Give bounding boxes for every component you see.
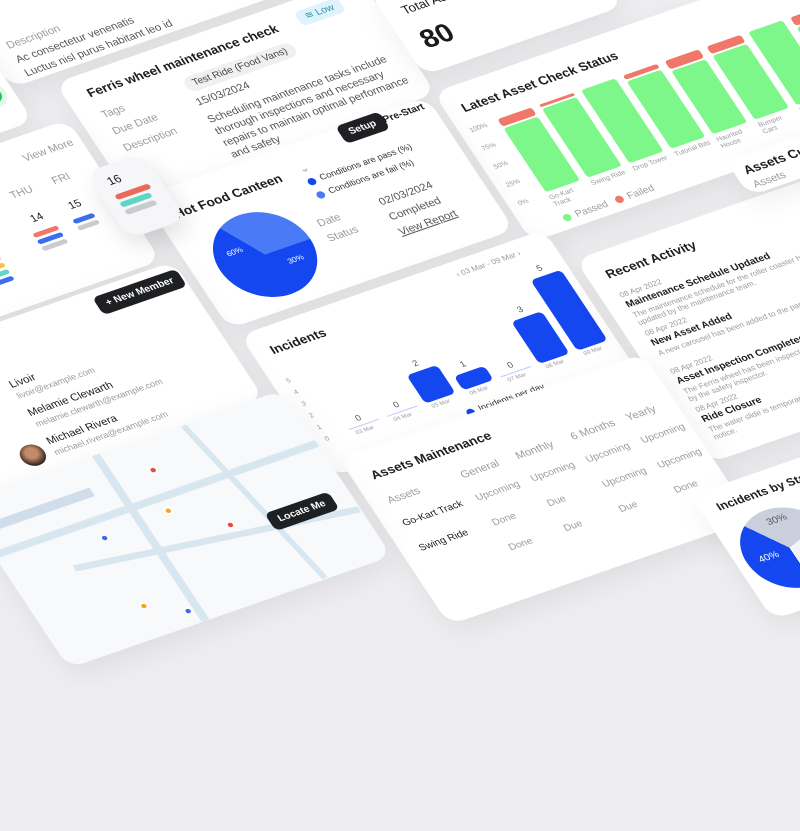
y-tick: 0 <box>323 436 331 443</box>
table-header: Assets <box>385 485 423 506</box>
total-assets-value: 80 <box>414 18 461 55</box>
date-14[interactable]: 14 <box>28 211 46 225</box>
bar-value: 0 <box>353 413 363 423</box>
bar-value: 1 <box>458 359 468 369</box>
day-thu: THU <box>8 184 36 201</box>
bar-value: 0 <box>505 360 515 370</box>
date-range-nav[interactable]: ‹ 03 Mar - 09 Mar › <box>454 249 522 278</box>
y-tick: 25% <box>505 178 522 188</box>
failed-bar <box>790 6 800 26</box>
y-tick: 100% <box>468 122 489 134</box>
row-name: Go-Kart Track <box>400 499 465 529</box>
day-fri: FRI <box>49 171 72 187</box>
map-pin-icon[interactable] <box>162 506 176 516</box>
y-tick: 50% <box>493 160 510 170</box>
status-cell: Upcoming <box>529 460 578 484</box>
status-cell: Done <box>672 479 701 496</box>
status-pie <box>722 496 800 600</box>
status-cell: Done <box>490 511 519 528</box>
status-cell: Due <box>545 494 568 509</box>
canteen-pie <box>194 199 337 309</box>
chevron-down-icon[interactable]: ⌄ <box>296 162 312 176</box>
priority-badge: ≋ Low <box>293 0 346 27</box>
y-tick: 75% <box>480 142 497 152</box>
table-header[interactable]: 6 Months <box>568 418 618 443</box>
y-tick: 1 <box>316 424 324 431</box>
status-cell: Upcoming <box>474 479 523 503</box>
passed-dot <box>561 213 573 222</box>
status-label: Status <box>325 224 361 244</box>
y-tick: 5 <box>285 378 293 385</box>
tags-label: Tags <box>99 103 128 121</box>
bar-value: 5 <box>534 263 544 273</box>
y-tick: 2 <box>308 412 316 419</box>
legend-failed: Failed <box>625 183 657 201</box>
map-pin-icon[interactable] <box>98 533 112 543</box>
date-label: Date <box>315 212 344 230</box>
bar-value: 2 <box>410 358 420 368</box>
map-pin-icon[interactable] <box>137 601 151 611</box>
date-range: 03 Mar - 09 Mar <box>459 251 518 277</box>
status-title: Incidents by Status <box>713 465 800 513</box>
status-cell: Due <box>617 500 640 515</box>
legend-passed: Passed <box>573 199 611 219</box>
dashboard-plane: Description Ac consectetur venenatis Luc… <box>0 0 15 8</box>
priority-text: Low <box>313 3 336 18</box>
map-pin-icon[interactable] <box>146 465 160 475</box>
total-assets-label: Total Assets <box>398 0 472 17</box>
date-15[interactable]: 15 <box>66 198 84 212</box>
table-header[interactable]: General <box>458 458 502 481</box>
row-name: Swing Ride <box>417 528 471 554</box>
y-tick: 4 <box>293 389 301 396</box>
table-header[interactable]: Yearly <box>623 403 658 423</box>
status-cell: Upcoming <box>600 466 649 490</box>
status-cell: Upcoming <box>655 447 704 471</box>
date-16: 16 <box>104 172 124 188</box>
status-cell: Upcoming <box>584 441 633 465</box>
status-cell: Done <box>507 536 536 553</box>
y-tick: 3 <box>300 401 308 408</box>
avatar <box>15 441 51 469</box>
bar-value: 3 <box>515 304 525 314</box>
bar-value: 0 <box>391 400 401 410</box>
y-tick: 0% <box>517 198 530 207</box>
table-header[interactable]: Monthly <box>513 439 556 462</box>
incidents-title: Incidents <box>267 326 329 357</box>
failed-dot <box>613 195 625 204</box>
map-pin-icon[interactable] <box>224 520 238 530</box>
status-cell: Upcoming <box>639 422 688 446</box>
locate-me-button[interactable]: Locate Me <box>264 492 339 532</box>
status-cell: Due <box>562 519 585 534</box>
recent-activity-title: Recent Activity <box>602 238 699 281</box>
view-more-link[interactable]: View More <box>20 137 76 164</box>
check-icon: ✓ <box>0 85 6 106</box>
